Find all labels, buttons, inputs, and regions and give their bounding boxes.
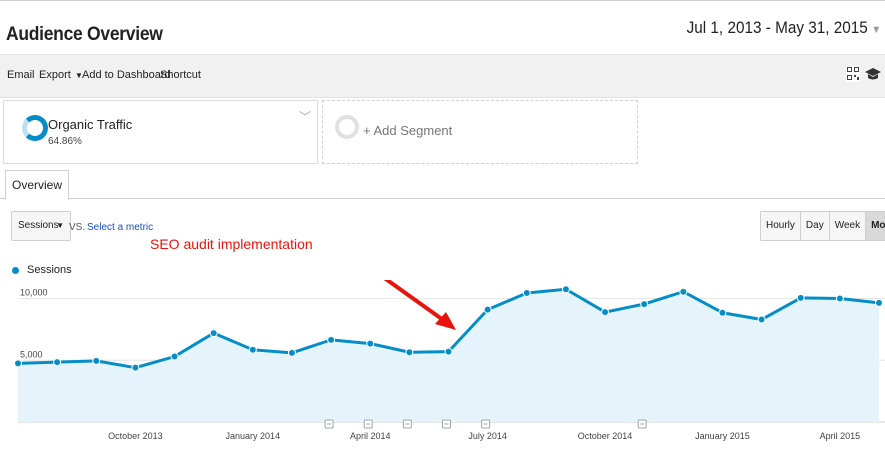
granularity-day[interactable]: Day	[800, 212, 830, 240]
qr-code-icon[interactable]	[846, 66, 860, 82]
annotation-arrow	[383, 280, 456, 330]
data-point	[14, 359, 22, 368]
segment-percent: 64.86%	[48, 136, 82, 147]
add-segment-label[interactable]: + Add Segment	[363, 123, 453, 138]
sessions-chart: 5,000 10,000 October 2013 January 2014 Apri…	[14, 280, 885, 441]
data-point	[483, 305, 492, 314]
data-point	[444, 347, 453, 356]
data-point	[796, 293, 805, 302]
data-point	[640, 300, 649, 309]
data-point	[405, 348, 414, 357]
seo-annotation-label: SEO audit implementation	[150, 236, 313, 252]
x-tick-label: October 2013	[108, 431, 163, 441]
annotation-markers	[324, 419, 647, 429]
y-axis-labels: 5,000 10,000	[20, 288, 48, 360]
export-label[interactable]: Export	[39, 69, 71, 81]
x-tick-label: January 2015	[695, 431, 750, 441]
empty-segment-ring-icon	[335, 115, 359, 139]
data-point	[327, 335, 336, 344]
date-range-label[interactable]: Jul 1, 2013 - May 31, 2015	[686, 18, 868, 37]
legend-series-label: Sessions	[27, 264, 72, 276]
x-axis-labels: October 2013 January 2014 April 2014 July 2…	[108, 431, 860, 441]
data-point	[679, 287, 688, 296]
x-tick-label: October 2014	[578, 431, 633, 441]
page-title: Audience Overview	[6, 24, 163, 45]
x-tick-label: April 2015	[820, 431, 861, 441]
data-point	[131, 363, 140, 372]
add-segment-card[interactable]: + Add Segment	[322, 100, 638, 164]
chart-legend: Sessions	[12, 264, 72, 276]
annotation-arrow-head	[435, 312, 456, 330]
data-point	[170, 352, 179, 361]
metric-select-label[interactable]: Sessions	[18, 220, 59, 231]
chevron-down-icon[interactable]: ▼	[871, 24, 881, 36]
export-button[interactable]: Export ▼	[39, 69, 83, 81]
data-point	[875, 298, 883, 307]
segment-ring-icon	[22, 115, 48, 141]
date-range-picker[interactable]: Jul 1, 2013 - May 31, 2015 ▼	[686, 18, 881, 38]
data-point	[522, 288, 531, 297]
select-metric-link[interactable]: Select a metric	[87, 222, 154, 233]
granularity-toggle: Hourly Day Week Month	[760, 211, 885, 241]
data-point	[561, 285, 570, 294]
x-tick-label: July 2014	[468, 431, 507, 441]
data-point	[718, 308, 727, 317]
x-tick-label: April 2014	[350, 431, 391, 441]
data-point	[366, 339, 375, 348]
annotation-arrow-shaft	[383, 280, 448, 324]
chevron-down-icon[interactable]: ﹀	[298, 110, 311, 124]
segment-name: Organic Traffic	[48, 117, 133, 132]
add-to-dashboard-button[interactable]: Add to Dashboard	[82, 69, 171, 81]
data-point	[248, 345, 257, 354]
email-button[interactable]: Email	[7, 69, 35, 81]
tab-divider	[0, 198, 885, 199]
shortcut-button[interactable]: Shortcut	[160, 69, 201, 81]
series-area-fill	[18, 289, 879, 422]
data-point	[757, 315, 766, 324]
data-point	[835, 294, 844, 303]
x-tick-label: January 2014	[226, 431, 281, 441]
top-border	[0, 0, 885, 1]
chevron-down-icon[interactable]: ▼	[72, 71, 83, 80]
vs-label: VS.	[69, 222, 86, 233]
chart-area	[14, 285, 883, 422]
segment-organic-traffic[interactable]: Organic Traffic 64.86% ﹀	[3, 100, 318, 164]
granularity-week[interactable]: Week	[829, 212, 867, 240]
metric-select[interactable]: Sessions ▼	[11, 211, 71, 241]
graduation-cap-icon[interactable]	[865, 66, 881, 82]
data-point	[601, 308, 610, 317]
report-toolbar: Email Export ▼ Add to Dashboard Shortcut	[0, 54, 885, 98]
tab-overview[interactable]: Overview	[5, 170, 70, 200]
data-point	[287, 348, 296, 357]
data-point	[209, 329, 218, 338]
legend-dot-icon	[12, 266, 19, 274]
granularity-hourly[interactable]: Hourly	[761, 212, 801, 240]
data-point	[53, 358, 62, 367]
chevron-down-icon[interactable]: ▼	[56, 221, 64, 230]
y-tick-label: 10,000	[20, 288, 48, 298]
granularity-month[interactable]: Month	[866, 212, 885, 240]
y-tick-label: 5,000	[20, 349, 43, 359]
data-point	[92, 356, 101, 365]
